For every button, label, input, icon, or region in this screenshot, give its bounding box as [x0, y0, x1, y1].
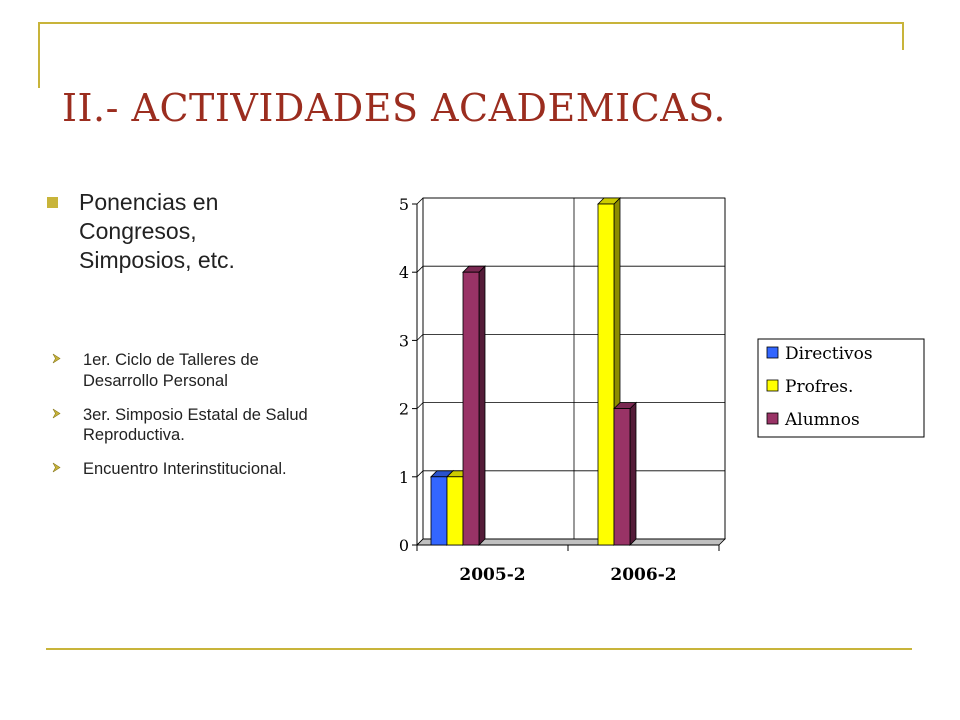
top-left-vertical-rule — [38, 22, 40, 88]
x-tick-label: 2006-2 — [610, 565, 676, 585]
legend-label: Profres. — [785, 377, 853, 397]
gridline-side — [416, 470, 424, 478]
bar-alumnos-2005-2 — [462, 271, 480, 546]
legend-swatch — [766, 412, 779, 425]
slide-title: II.- ACTIVIDADES ACADEMICAS. — [62, 86, 726, 130]
sub-bullet-item: Encuentro Interinstitucional. — [52, 459, 322, 480]
bar-side — [478, 265, 486, 546]
y-tick-label: 5 — [399, 195, 409, 214]
legend-label: Directivos — [785, 344, 873, 364]
main-bullet: Ponencias en Congresos, Simposios, etc. — [44, 188, 304, 276]
y-tick-label: 3 — [399, 331, 409, 350]
bar-side — [629, 401, 637, 546]
legend-box — [757, 338, 925, 438]
sub-bullet-list: 1er. Ciclo de Talleres de Desarrollo Per… — [52, 350, 322, 493]
bar-profres--2005-2 — [446, 476, 464, 546]
legend-label: Alumnos — [784, 410, 860, 430]
bar-profres--2006-2 — [597, 203, 615, 546]
x-tick-label: 2005-2 — [459, 565, 525, 585]
sub-bullet-item: 1er. Ciclo de Talleres de Desarrollo Per… — [52, 350, 322, 392]
gridline-side — [416, 538, 424, 546]
top-horizontal-rule — [38, 22, 904, 24]
bottom-horizontal-rule — [46, 648, 912, 650]
legend-swatch — [766, 379, 779, 392]
y-tick-label: 2 — [399, 400, 409, 419]
y-tick-label: 4 — [399, 263, 409, 282]
gridline-side — [416, 402, 424, 409]
main-bullet-text: Ponencias en Congresos, Simposios, etc. — [79, 189, 235, 274]
arrow-bullet-icon — [52, 462, 61, 473]
sub-bullet-item: 3er. Simposio Estatal de Salud Reproduct… — [52, 405, 322, 447]
y-tick-label: 1 — [399, 468, 409, 487]
sub-bullet-text: Encuentro Interinstitucional. — [83, 460, 287, 479]
bar-alumnos-2006-2 — [613, 408, 631, 546]
square-bullet-icon — [47, 197, 58, 208]
top-right-tick — [902, 22, 904, 50]
legend-swatch — [766, 346, 779, 359]
sub-bullet-text: 1er. Ciclo de Talleres de Desarrollo Per… — [83, 351, 259, 390]
arrow-bullet-icon — [52, 353, 61, 364]
y-tick-label: 0 — [399, 536, 409, 555]
arrow-bullet-icon — [52, 408, 61, 418]
sub-bullet-text: 3er. Simposio Estatal de Salud Reproduct… — [83, 405, 308, 445]
gridline-side — [416, 265, 424, 273]
gridline-side — [416, 334, 424, 341]
gridline-side — [416, 197, 424, 205]
bar-directivos-2005-2 — [430, 476, 448, 546]
